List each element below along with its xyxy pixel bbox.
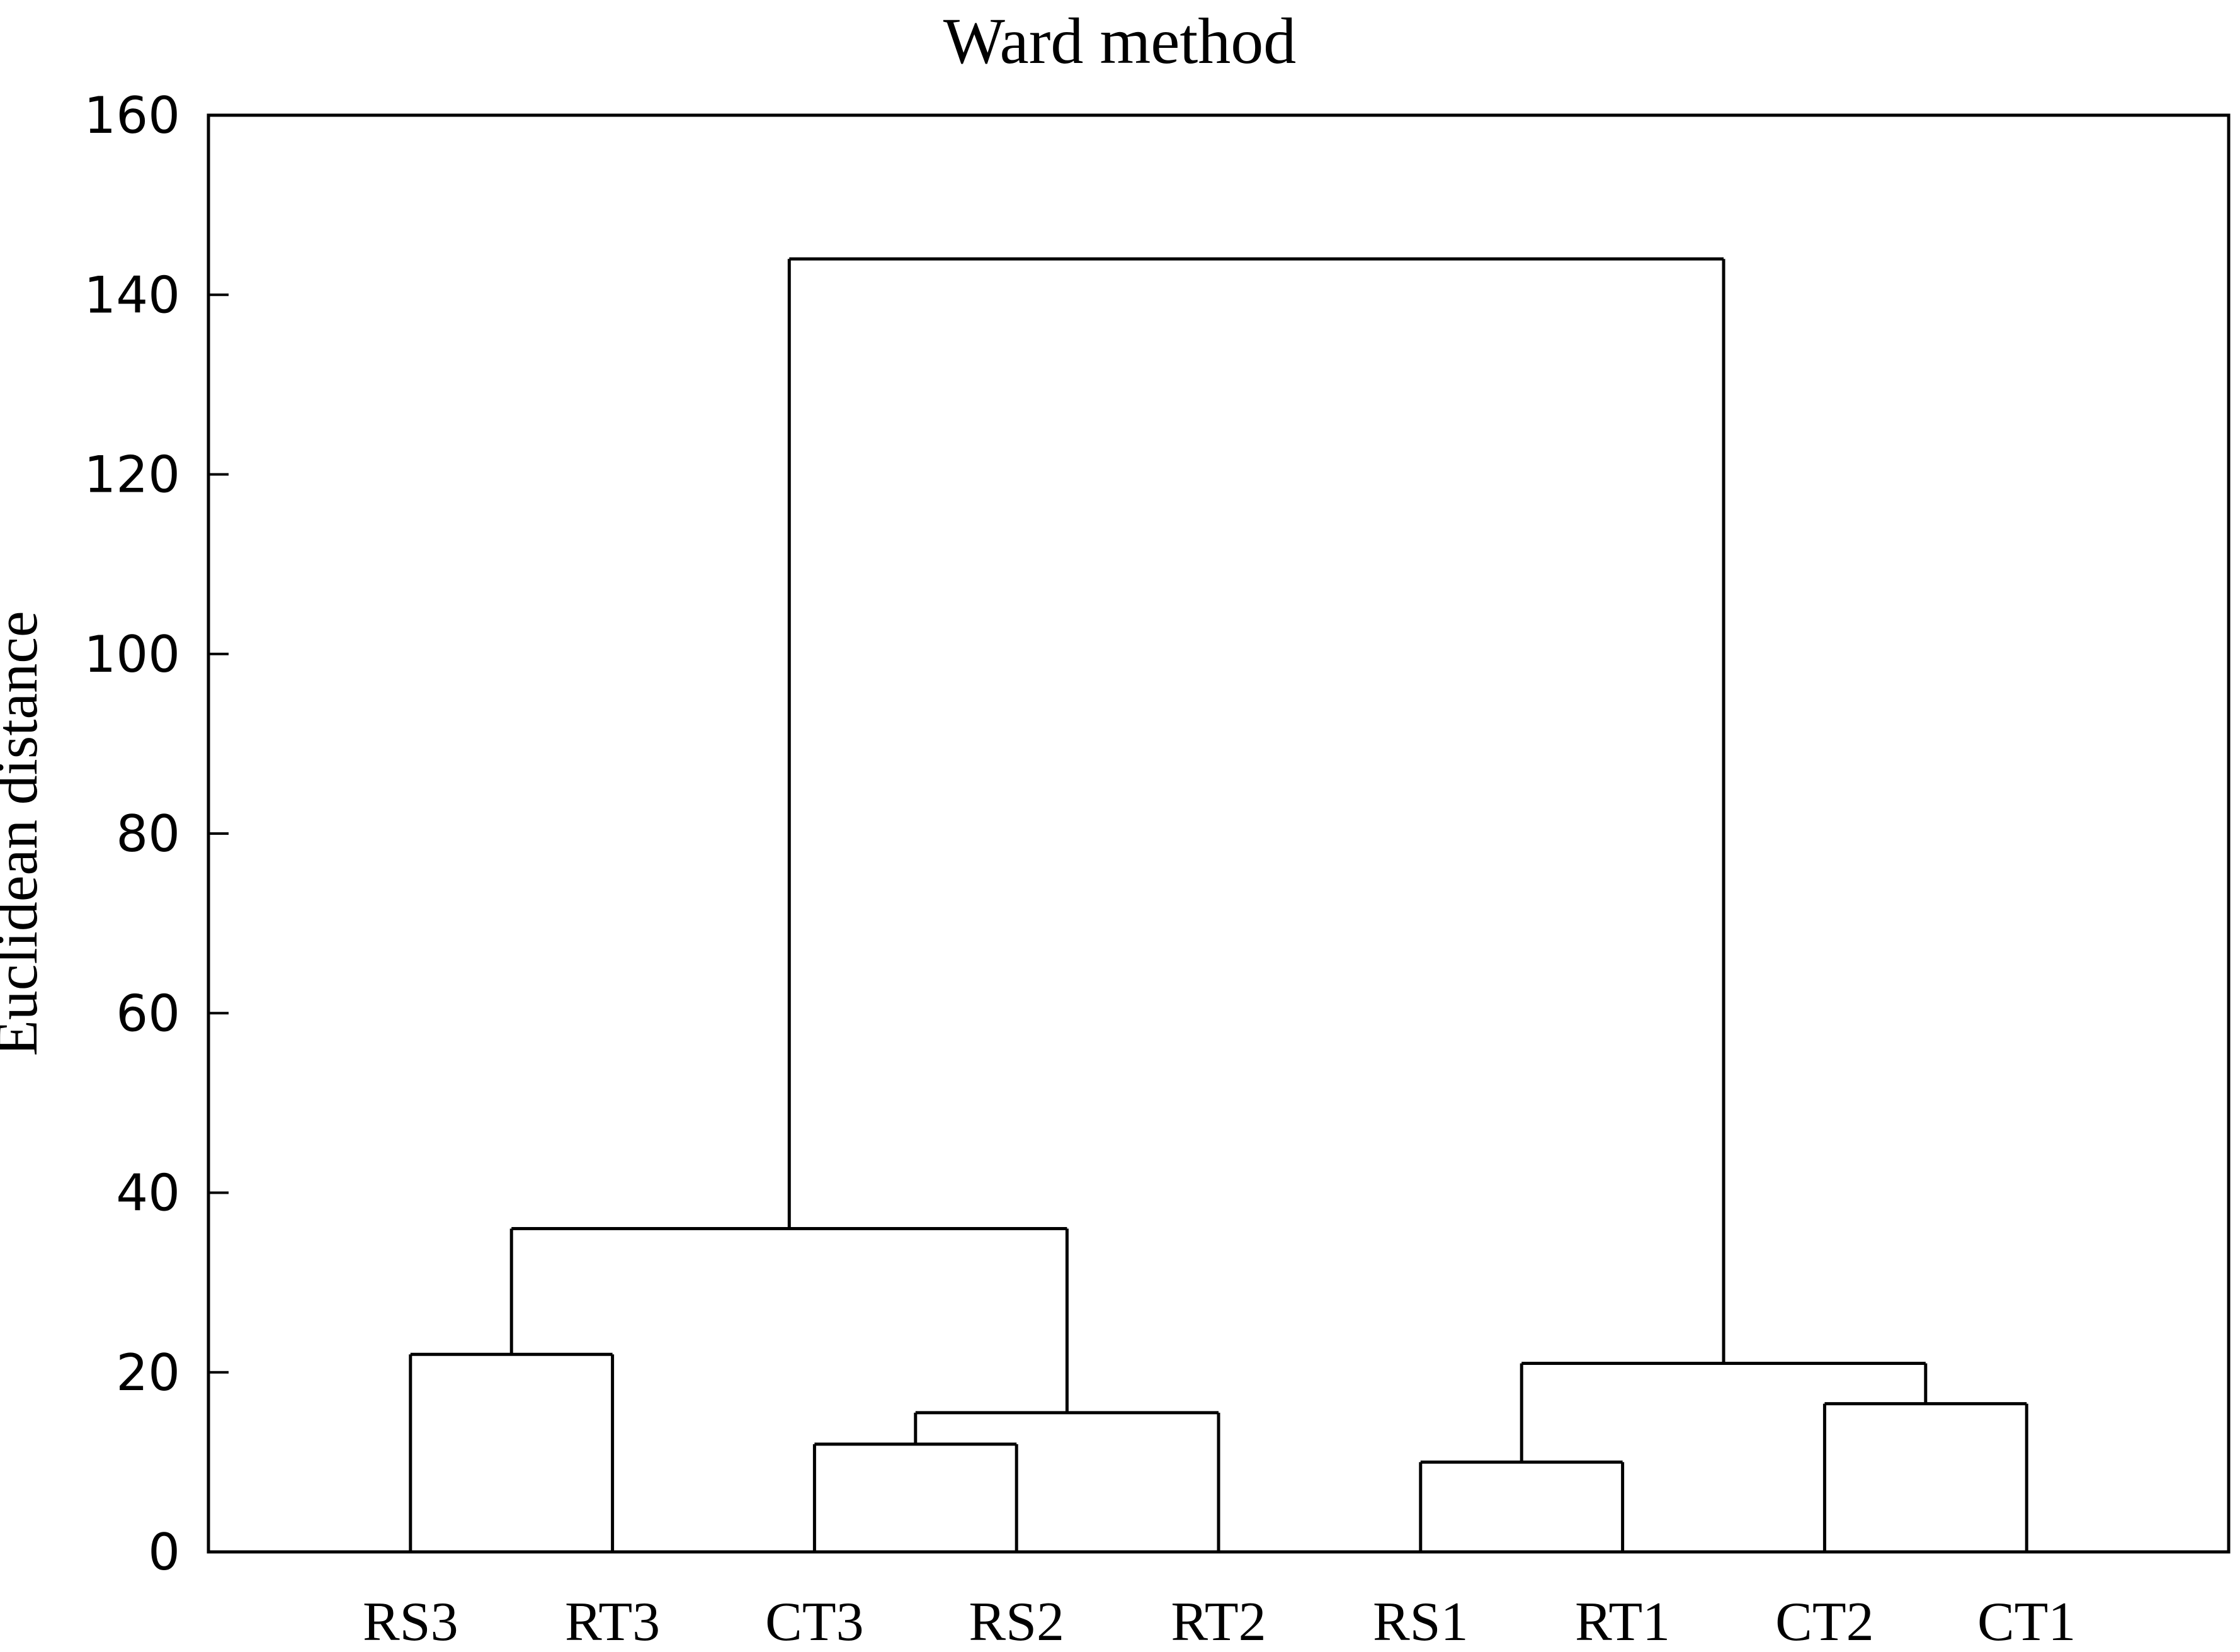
plot-area: 0 20 40 60 80 100 120 140 160 RS3 RT3 CT3 RS2 RT2 RS1 R… [84,86,2231,1652]
y-tick-label: 60 [116,984,180,1043]
y-tick-label: 40 [116,1164,180,1223]
x-leaf-label: RS2 [969,1592,1064,1652]
x-leaf-label: RT1 [1575,1592,1670,1652]
x-leaf-label: RT2 [1171,1592,1266,1652]
x-leaf-label: CT3 [765,1592,863,1652]
y-tick-label: 80 [116,805,180,863]
y-tick-label: 100 [84,625,180,684]
x-leaf-label: RT3 [565,1592,660,1652]
y-tick-label: 0 [148,1523,180,1581]
y-tick-label: 120 [84,446,180,504]
y-tick-label: 20 [116,1344,180,1402]
y-tick-label: 140 [84,266,180,324]
y-axis-label: Euclidean distance [0,611,50,1056]
x-leaf-label: CT1 [1977,1592,2076,1652]
y-tick-label: 160 [84,86,180,145]
x-leaf-label: CT2 [1775,1592,1873,1652]
x-leaf-label: RS1 [1373,1592,1469,1652]
x-leaf-label: RS3 [363,1592,458,1652]
chart-title: Ward method [943,5,1297,77]
